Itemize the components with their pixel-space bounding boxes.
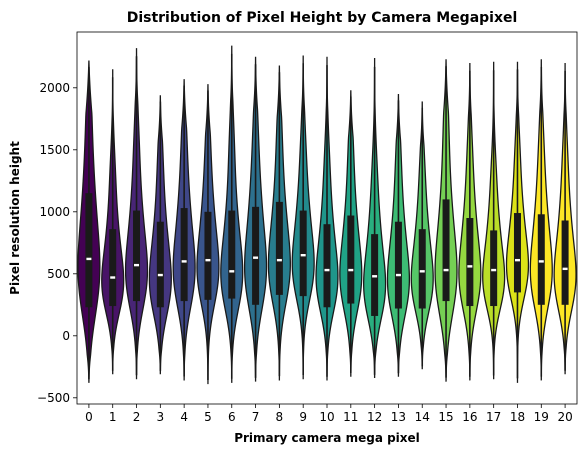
iqr-box-19 [537,214,545,305]
iqr-box-11 [347,215,355,304]
median-8 [276,258,282,262]
median-13 [395,273,401,277]
x-tick-label-9: 9 [299,410,307,424]
x-tick-label-10: 10 [319,410,334,424]
median-14 [419,270,425,273]
x-tick-label-18: 18 [510,410,525,424]
median-7 [253,256,259,259]
x-tick-label-14: 14 [415,410,430,424]
median-15 [443,268,449,272]
y-tick-label-1500: 1500 [39,143,70,157]
median-0 [86,257,92,261]
iqr-box-17 [490,230,498,307]
median-16 [467,265,473,268]
median-5 [205,258,211,262]
x-tick-label-12: 12 [367,410,382,424]
x-tick-label-19: 19 [534,410,549,424]
median-17 [491,268,497,272]
y-tick-label-0: 0 [62,329,70,343]
iqr-box-16 [466,218,474,307]
x-tick-label-0: 0 [85,410,93,424]
median-2 [134,263,140,267]
chart-title: Distribution of Pixel Height by Camera M… [127,10,518,26]
iqr-box-18 [513,213,521,293]
median-6 [229,270,235,273]
y-axis: −500 0 500 1000 1500 2000 [37,81,77,405]
x-tick-label-4: 4 [180,410,188,424]
median-1 [110,276,116,279]
x-tick-label-17: 17 [486,410,501,424]
x-tick-label-13: 13 [391,410,406,424]
iqr-box-15 [442,199,450,302]
y-tick-label-500: 500 [47,267,70,281]
median-20 [562,267,568,271]
plot-area [76,31,578,405]
iqr-box-20 [561,220,569,305]
median-9 [300,254,306,257]
median-3 [157,273,163,277]
iqr-box-10 [323,224,331,308]
x-tick-label-7: 7 [252,410,260,424]
iqr-box-4 [180,208,188,302]
median-11 [348,268,354,272]
iqr-box-5 [204,211,212,300]
iqr-box-6 [228,210,236,299]
box-series [85,53,569,380]
iqr-box-13 [394,221,402,309]
iqr-box-7 [252,206,260,305]
iqr-box-1 [109,229,117,307]
y-tick-label-1000: 1000 [39,205,70,219]
x-tick-label-8: 8 [276,410,284,424]
iqr-box-12 [371,234,379,316]
x-tick-label-3: 3 [157,410,165,424]
y-tick-label-2000: 2000 [39,81,70,95]
x-tick-label-2: 2 [133,410,141,424]
y-axis-label: Pixel resolution height [8,141,22,295]
x-tick-label-1: 1 [109,410,117,424]
median-19 [538,260,544,263]
x-tick-label-6: 6 [228,410,236,424]
y-tick-label--500: −500 [37,391,70,405]
iqr-box-14 [418,229,426,309]
median-10 [324,268,330,272]
iqr-box-3 [156,221,164,308]
x-tick-label-20: 20 [557,410,572,424]
iqr-box-8 [275,201,283,295]
x-tick-label-16: 16 [462,410,477,424]
x-tick-label-11: 11 [343,410,358,424]
median-18 [514,258,520,262]
median-4 [181,260,187,263]
iqr-box-9 [299,210,307,297]
x-tick-label-5: 5 [204,410,212,424]
x-axis-label: Primary camera mega pixel [234,431,420,445]
iqr-box-2 [133,210,141,302]
median-12 [372,275,378,278]
iqr-box-0 [85,193,93,308]
x-axis: 0 1 2 3 4 5 6 7 8 9 10 11 12 13 14 15 16 17 18 19 20 [85,404,573,424]
x-tick-label-15: 15 [438,410,453,424]
